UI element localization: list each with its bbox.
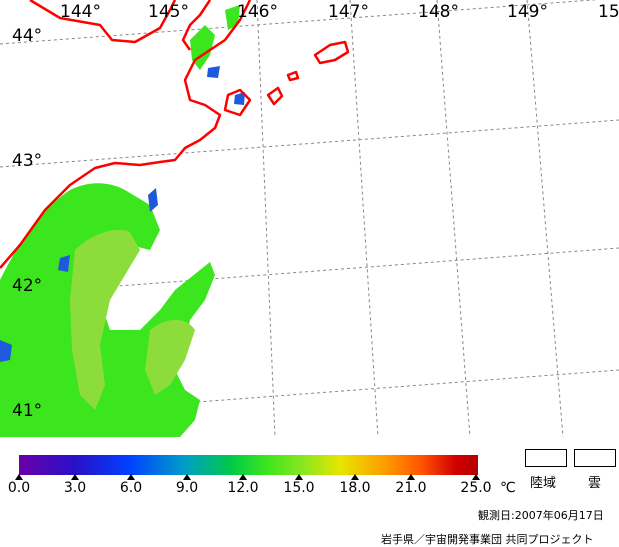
colorbar-tick-label-5: 15.0 — [283, 480, 315, 496]
colorbar-tick-0 — [15, 474, 23, 480]
colorbar-tick-label-0: 0.0 — [7, 480, 31, 496]
grid-lon-149 — [526, 0, 564, 437]
land-legend-box — [525, 449, 567, 467]
coastline-islet-2 — [286, 70, 300, 82]
lon-label-148: 148° — [418, 2, 459, 22]
lon-label-144: 144° — [60, 2, 101, 22]
colorbar-tick-label-7: 21.0 — [395, 480, 427, 496]
colorbar-tick-label-2: 6.0 — [119, 480, 143, 496]
coastline — [0, 0, 350, 269]
cloud-legend-box — [574, 449, 616, 467]
coastline-shikotan — [313, 40, 350, 65]
sst-patch-warm — [70, 229, 140, 410]
coastline-shiretoko — [0, 0, 252, 269]
temperature-colorbar — [19, 455, 478, 475]
sst-patch-warm-2 — [145, 319, 195, 395]
lat-label-41: 41° — [12, 401, 43, 421]
lon-label-149: 149° — [507, 2, 548, 22]
colorbar-tick-label-8: 25.0 — [460, 480, 492, 496]
sst-patch-cool-4 — [148, 188, 158, 212]
sst-patch-cool-2 — [234, 92, 245, 105]
lon-label-147: 147° — [328, 2, 369, 22]
coastline-kunashiri — [181, 0, 212, 51]
coastline-nemuro — [223, 88, 252, 117]
colorbar-tick-3 — [183, 474, 191, 480]
colorbar-tick-label-4: 12.0 — [227, 480, 259, 496]
grid-lat-43 — [0, 119, 619, 168]
credit-text: 岩手県／宇宙開発事業団 共同プロジェクト — [381, 533, 594, 546]
colorbar-tick-7 — [407, 474, 415, 480]
colorbar-tick-6 — [351, 474, 359, 480]
colorbar-tick-1 — [71, 474, 79, 480]
colorbar-tick-4 — [239, 474, 247, 480]
colorbar-unit: ℃ — [500, 480, 516, 496]
colorbar-tick-5 — [295, 474, 303, 480]
lon-label-145: 145° — [148, 2, 189, 22]
grid-lat-44 — [0, 0, 599, 45]
observation-date: 観測日:2007年06月17日 — [478, 509, 604, 522]
coastline-islet-1 — [266, 86, 284, 106]
colorbar-tick-8 — [472, 474, 480, 480]
coastline-hokkaido-east — [29, 0, 177, 44]
sst-map — [0, 0, 619, 437]
colorbar-tick-2 — [127, 474, 135, 480]
lon-label-146: 146° — [237, 2, 278, 22]
cloud-legend-label: 雲 — [588, 476, 602, 491]
lon-label-150: 15 — [598, 2, 619, 22]
lat-label-42: 42° — [12, 276, 43, 296]
lat-label-44: 44° — [12, 26, 43, 46]
grid-lon-146 — [256, 0, 276, 437]
land-legend-label: 陸域 — [530, 476, 557, 491]
colorbar-tick-label-3: 9.0 — [175, 480, 199, 496]
sst-patch-cool-5 — [58, 255, 70, 272]
grid-lon-147 — [349, 0, 379, 437]
sst-patch-cool-1 — [0, 340, 12, 362]
colorbar-tick-label-1: 3.0 — [63, 480, 87, 496]
sst-patch-cool-3 — [207, 66, 220, 78]
colorbar-tick-label-6: 18.0 — [339, 480, 371, 496]
lat-label-43: 43° — [12, 151, 43, 171]
grid-lon-148 — [436, 0, 471, 437]
